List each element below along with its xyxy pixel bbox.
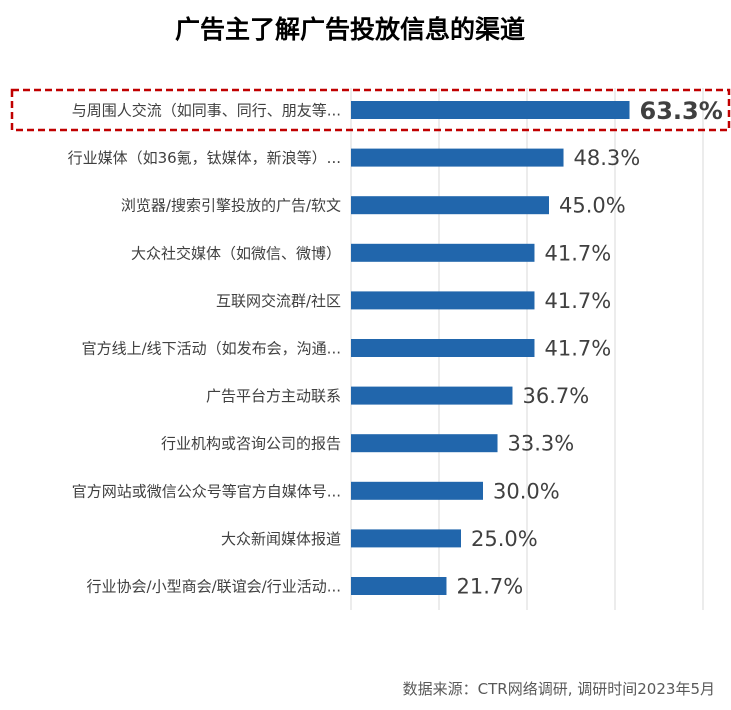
value-label: 36.7% [522,384,589,408]
bar [351,386,513,405]
value-label: 48.3% [574,146,641,170]
bar [351,577,447,595]
category-label: 广告平台方主动联系 [206,387,341,405]
source-note: 数据来源：CTR网络调研, 调研时间2023年5月 [402,680,715,698]
value-label: 41.7% [544,289,611,313]
category-label: 浏览器/搜索引擎投放的广告/软文 [121,197,341,215]
bar [351,101,630,119]
bar-chart: 与周围人交流（如同事、同行、朋友等... 行业媒体（如36氪，钛媒体，新浪等）..… [10,88,731,610]
chart-title: 广告主了解广告投放信息的渠道 [174,15,525,44]
bar [351,529,461,548]
value-label: 21.7% [456,575,523,599]
bar [351,291,535,310]
category-label: 官方网站或微信公众号等官方自媒体号... [72,482,341,500]
category-label: 与周围人交流（如同事、同行、朋友等... [72,102,341,120]
category-labels: 与周围人交流（如同事、同行、朋友等... 行业媒体（如36氪，钛媒体，新浪等）..… [68,102,341,596]
value-labels: 63.3% 48.3% 45.0% 41.7% 41.7% 41.7% 36.7% 33.3%… [456,97,722,599]
bar [351,434,498,453]
bar [351,148,564,167]
highlight-box [10,88,731,132]
category-label: 大众社交媒体（如微信、微博） [131,244,341,262]
category-label: 行业机构或咨询公司的报告 [161,435,341,453]
value-label: 30.0% [493,479,560,503]
category-label: 互联网交流群/社区 [216,292,341,310]
category-label: 行业媒体（如36氪，钛媒体，新浪等）... [68,149,341,167]
value-label: 41.7% [544,337,611,361]
highlight-border [10,88,731,132]
category-label: 行业协会/小型商会/联谊会/行业活动... [87,578,341,596]
value-label: 63.3% [640,97,723,125]
bars [351,101,630,595]
bar [351,196,549,215]
value-label: 25.0% [471,527,538,551]
value-label: 41.7% [544,241,611,265]
value-label: 45.0% [559,194,626,218]
category-label: 大众新闻媒体报道 [221,530,341,548]
bar [351,481,483,500]
category-label: 官方线上/线下活动（如发布会，沟通... [82,340,341,358]
value-label: 33.3% [508,432,575,456]
bar [351,339,535,357]
bar [351,243,535,262]
